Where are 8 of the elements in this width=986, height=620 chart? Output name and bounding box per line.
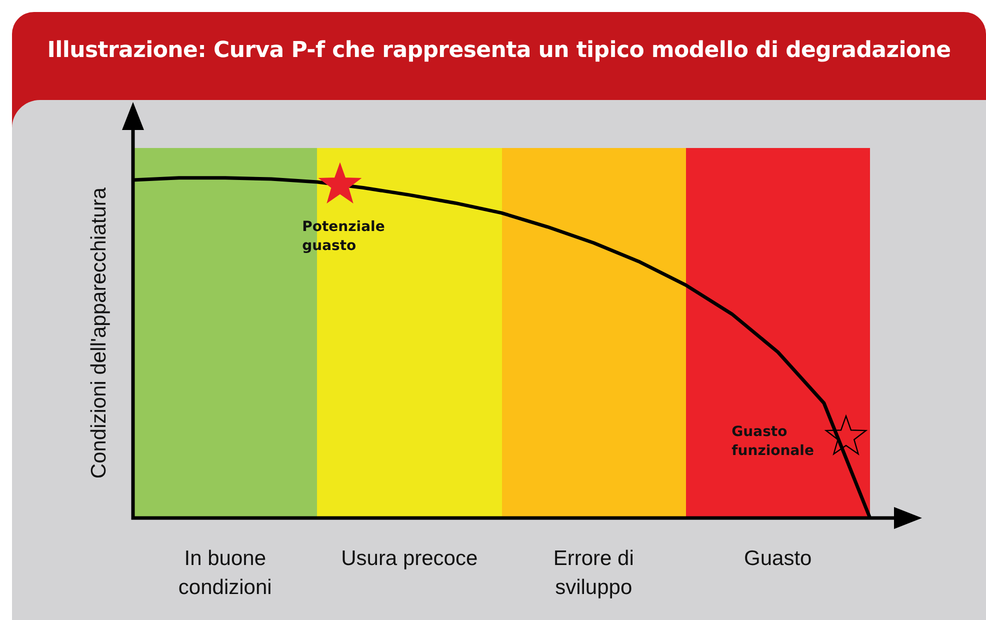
text: In buone condizioni — [177, 546, 273, 601]
chart-title: Illustrazione: Curva P-f che rappresenta un tipico modello di degradazione — [46, 38, 952, 63]
text: Usura precoce — [340, 546, 479, 572]
annotation: Guasto funzionale — [732, 422, 815, 461]
y-axis-title: Condizioni dell'apparecchiatura — [87, 187, 112, 479]
text: Errore di sviluppo — [552, 546, 635, 601]
text: Guasto — [743, 546, 813, 572]
annotation: Potenziale guasto — [302, 218, 386, 256]
